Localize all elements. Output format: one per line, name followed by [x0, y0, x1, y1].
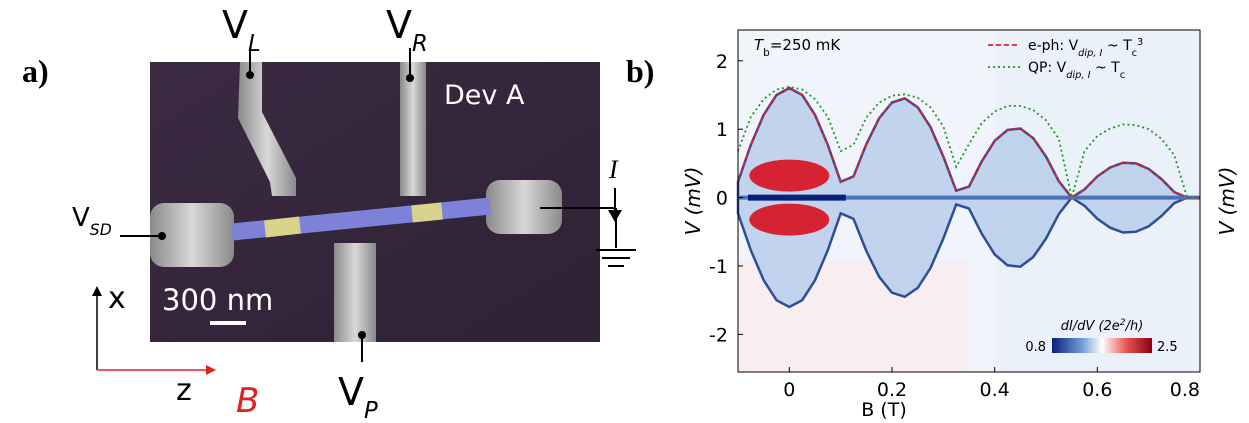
x-axis-label: B (T) — [861, 399, 907, 421]
text-part: ~ T — [1091, 60, 1121, 76]
y-tick-label: 1 — [716, 119, 728, 141]
figure: a) 300 nm Dev A VL VR VP VSD I x z B b) … — [0, 0, 1249, 423]
peak-region — [749, 160, 829, 192]
colorbar-max: 2.5 — [1157, 340, 1178, 355]
axis-label: z — [176, 373, 192, 408]
current-label: I — [608, 155, 619, 184]
text-part: /h) — [1125, 319, 1144, 334]
y-tick-label: -2 — [709, 324, 728, 346]
text-part: dip, I — [1066, 70, 1090, 81]
y-tick-label: -1 — [709, 256, 728, 278]
colorbar-min: 0.8 — [1025, 340, 1046, 355]
text-part: SD — [90, 221, 112, 239]
text-part: P — [364, 398, 378, 423]
colorbar-label: dI/dV (2e2/h) — [1061, 318, 1144, 334]
gate-label: VR — [386, 3, 428, 57]
text-part: e-ph: V — [1028, 38, 1079, 54]
text-part: ~ T — [1102, 38, 1132, 54]
x-tick-label: 0.4 — [980, 379, 1010, 401]
nanowire-segment — [412, 211, 442, 214]
gate-plunger — [334, 243, 376, 342]
y-axis-label: V (mV) — [1215, 167, 1239, 236]
text-part: V — [386, 3, 412, 47]
y-tick-label: 2 — [716, 51, 728, 73]
current-arrow — [608, 210, 622, 222]
text-part: c — [1120, 70, 1125, 81]
x-tick-label: 0 — [783, 379, 795, 401]
text-part: L — [248, 31, 261, 57]
text-part: c — [1132, 48, 1137, 59]
text-part: 3 — [1137, 37, 1143, 48]
x-tick-label: 0.6 — [1082, 379, 1112, 401]
y-axis-label: V (mV) — [681, 167, 705, 236]
axis-label: x — [108, 281, 126, 316]
x-tick-label: 0.8 — [1170, 379, 1200, 401]
scale-bar-label: 300 nm — [162, 283, 273, 317]
text-part: dI/dV (2e — [1061, 319, 1120, 334]
text-part: V — [338, 370, 364, 414]
colorbar — [1052, 338, 1152, 353]
field-label: B — [236, 381, 259, 421]
peak-region — [749, 204, 829, 236]
gate-right — [400, 62, 426, 196]
gate-label: VP — [338, 370, 378, 423]
x-tick-label: 0.2 — [877, 379, 907, 401]
text-part: dip, I — [1078, 48, 1102, 59]
text-part: V — [72, 203, 90, 233]
panel-label: a) — [22, 53, 49, 89]
text-part: R — [412, 31, 428, 57]
text-part: QP: V — [1028, 60, 1067, 76]
device-label: Dev A — [444, 80, 525, 111]
y-tick-label: 0 — [716, 188, 728, 210]
nanowire-segment — [265, 225, 300, 229]
gate-label: VSD — [72, 203, 112, 239]
text-part: =250 mK — [770, 36, 842, 54]
panel-label: b) — [626, 53, 654, 89]
gate-label: VL — [222, 3, 261, 57]
text-part: V — [222, 3, 248, 47]
